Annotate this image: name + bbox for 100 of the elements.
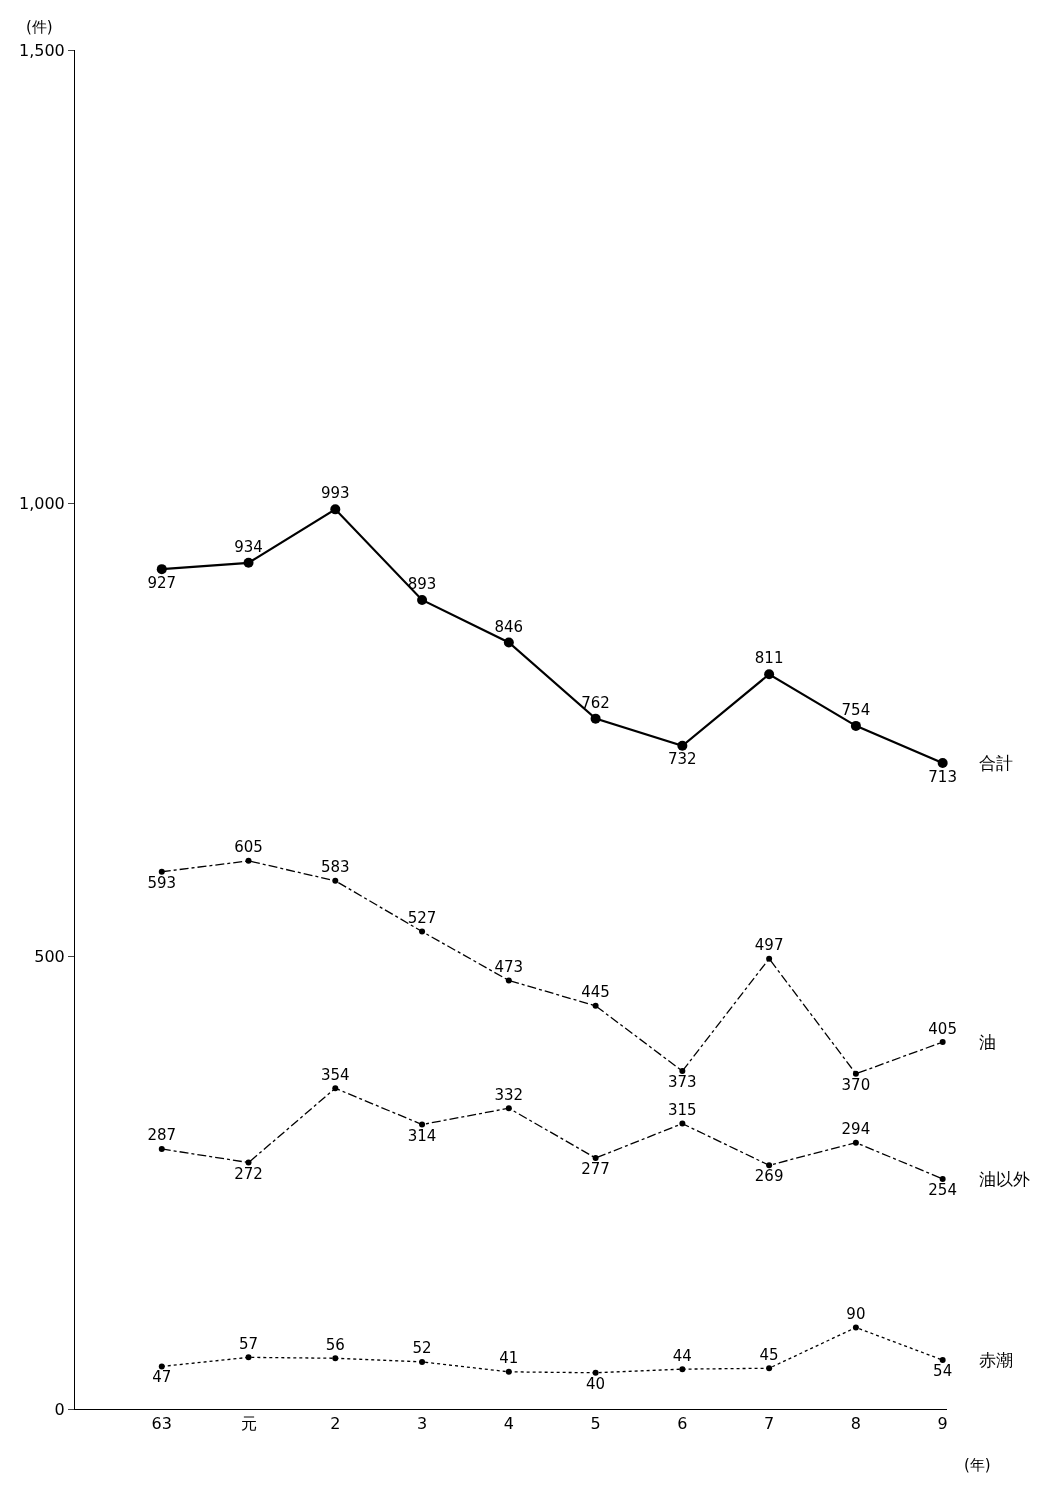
x-tick-label: 4 xyxy=(503,1414,514,1434)
data-label: 315 xyxy=(668,1101,697,1120)
point xyxy=(245,1354,252,1361)
data-label: 45 xyxy=(759,1345,779,1364)
point xyxy=(503,637,514,648)
data-label: 40 xyxy=(586,1374,606,1393)
data-label: 254 xyxy=(928,1180,957,1199)
point xyxy=(505,1368,512,1375)
data-label: 54 xyxy=(933,1362,953,1381)
data-label: 732 xyxy=(668,750,697,769)
y-tick-label: 1,500 xyxy=(18,40,65,60)
point xyxy=(245,857,252,864)
series-label: 油 xyxy=(979,1032,996,1052)
point xyxy=(419,1358,426,1365)
x-tick-label: 2 xyxy=(330,1414,341,1434)
point xyxy=(852,1139,859,1146)
series-label: 油以外 xyxy=(979,1169,1030,1189)
data-label: 52 xyxy=(412,1339,432,1358)
data-label: 405 xyxy=(928,1019,957,1038)
data-label: 277 xyxy=(581,1160,610,1179)
point xyxy=(590,713,601,724)
point xyxy=(156,564,167,575)
data-label: 927 xyxy=(147,573,177,592)
data-label: 57 xyxy=(238,1334,259,1353)
x-tick-label: 5 xyxy=(590,1414,601,1434)
point xyxy=(937,758,948,769)
data-label: 473 xyxy=(494,957,524,976)
y-axis-title: (件) xyxy=(26,18,53,36)
x-tick-label: 63 xyxy=(151,1414,172,1434)
series-label: 合計 xyxy=(979,753,1013,773)
point xyxy=(679,1068,686,1075)
point xyxy=(764,669,775,680)
point xyxy=(677,740,688,751)
y-tick-label: 1,000 xyxy=(18,493,65,513)
data-label: 56 xyxy=(325,1335,345,1354)
point xyxy=(158,868,165,875)
data-label: 41 xyxy=(499,1349,519,1368)
x-tick-label: 3 xyxy=(416,1414,428,1434)
data-label: 846 xyxy=(494,617,524,636)
data-label: 527 xyxy=(407,909,437,928)
data-label: 354 xyxy=(320,1065,350,1084)
point xyxy=(766,955,773,962)
data-label: 370 xyxy=(841,1075,871,1094)
data-label: 47 xyxy=(152,1368,172,1387)
point xyxy=(939,1175,946,1182)
data-label: 445 xyxy=(581,983,610,1002)
data-label: 269 xyxy=(754,1167,784,1186)
point xyxy=(592,1002,599,1009)
point xyxy=(939,1357,946,1364)
data-label: 373 xyxy=(668,1073,697,1092)
x-tick-label: 8 xyxy=(850,1414,861,1434)
data-label: 762 xyxy=(581,693,610,712)
point xyxy=(766,1162,773,1169)
point xyxy=(332,1355,339,1362)
data-label: 583 xyxy=(320,858,350,877)
data-label: 497 xyxy=(754,936,784,955)
point xyxy=(505,977,512,984)
point xyxy=(505,1105,512,1112)
point xyxy=(330,504,341,515)
point xyxy=(766,1365,773,1372)
point xyxy=(158,1145,165,1152)
x-tick-label: 元 xyxy=(240,1414,257,1434)
point xyxy=(852,1070,859,1077)
point xyxy=(679,1120,686,1127)
data-label: 593 xyxy=(147,873,177,892)
point xyxy=(332,1085,339,1092)
data-label: 287 xyxy=(147,1126,177,1145)
x-axis-title: (年) xyxy=(964,1456,991,1474)
x-tick-label: 6 xyxy=(677,1414,688,1434)
x-tick-label: 7 xyxy=(764,1414,775,1434)
point xyxy=(592,1369,599,1376)
data-label: 332 xyxy=(494,1085,524,1104)
data-label: 294 xyxy=(841,1120,871,1139)
data-label: 811 xyxy=(754,649,784,668)
data-label: 44 xyxy=(672,1346,692,1365)
point xyxy=(850,720,861,731)
data-label: 90 xyxy=(846,1304,866,1323)
data-label: 605 xyxy=(234,838,263,857)
point xyxy=(592,1155,599,1162)
data-label: 713 xyxy=(928,767,957,786)
data-label: 993 xyxy=(320,484,350,503)
data-label: 754 xyxy=(841,700,871,719)
point xyxy=(332,877,339,884)
series-label: 赤潮 xyxy=(979,1350,1013,1370)
point xyxy=(939,1039,946,1046)
point xyxy=(417,594,428,605)
y-tick-label: 500 xyxy=(34,946,65,966)
point xyxy=(679,1366,686,1373)
data-label: 934 xyxy=(234,537,263,556)
data-label: 314 xyxy=(407,1126,437,1145)
x-tick-label: 9 xyxy=(937,1414,948,1434)
data-label: 893 xyxy=(407,574,437,593)
point xyxy=(419,928,426,935)
point xyxy=(852,1324,859,1331)
point xyxy=(419,1121,426,1128)
point xyxy=(243,557,254,568)
point xyxy=(245,1159,252,1166)
y-tick-label: 0 xyxy=(54,1399,65,1419)
data-label: 272 xyxy=(234,1164,263,1183)
point xyxy=(158,1363,165,1370)
